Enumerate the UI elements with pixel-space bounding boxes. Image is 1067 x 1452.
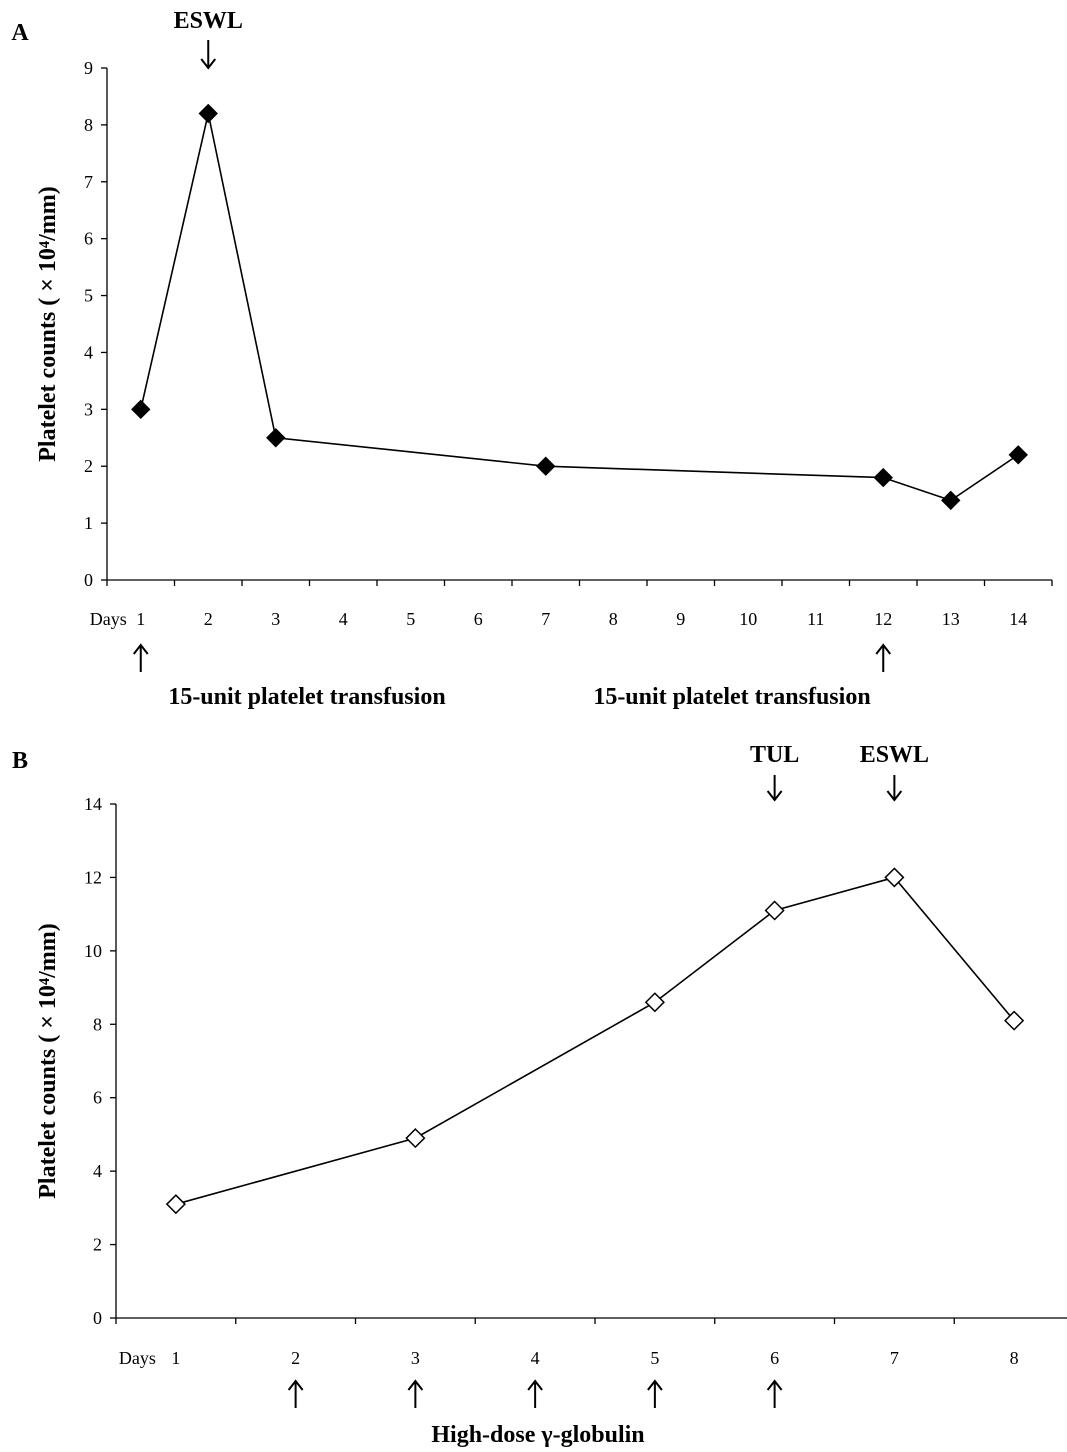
x-tick-label: 4 (531, 1348, 540, 1368)
y-tick-label: 6 (84, 229, 93, 249)
y-tick-label: 0 (84, 570, 93, 590)
data-point-day-2 (198, 103, 218, 124)
data-point-day-13 (941, 490, 961, 511)
data-point-day-1 (131, 399, 151, 420)
transfusion-arrow-up (875, 643, 892, 672)
y-axis-label: Platelet counts ( × 10⁴/mm) (35, 186, 61, 461)
data-point-day-3 (266, 428, 286, 448)
gamma-globulin-label: High-dose γ-globulin (431, 1422, 644, 1448)
y-axis-label: Platelet counts ( × 10⁴/mm) (35, 923, 61, 1198)
x-axis-label: Days (90, 609, 127, 629)
gamma-globulin-arrow-up (766, 1379, 783, 1408)
event-label-eswl: ESWL (860, 742, 929, 768)
event-label-tul: TUL (750, 742, 799, 768)
y-tick-label: 10 (84, 941, 102, 961)
x-tick-label: 3 (411, 1348, 420, 1368)
y-tick-label: 6 (93, 1088, 102, 1108)
x-tick-label: 2 (291, 1348, 300, 1368)
y-tick-label: 8 (84, 115, 93, 135)
y-tick-label: 1 (84, 513, 93, 533)
y-tick-label: 2 (93, 1235, 102, 1255)
x-tick-label: 9 (676, 609, 685, 629)
gamma-globulin-arrow-up (527, 1379, 543, 1408)
y-tick-label: 3 (84, 399, 93, 419)
series-line (175, 876, 1015, 1205)
data-point-day-3 (405, 1128, 426, 1149)
y-tick-label: 7 (84, 172, 93, 192)
x-tick-label: 5 (650, 1348, 659, 1368)
x-tick-label: 2 (204, 609, 213, 629)
data-point-day-7 (536, 456, 556, 476)
x-axis-label: Days (119, 1348, 156, 1368)
x-tick-label: 1 (136, 609, 145, 629)
x-tick-label: 3 (271, 609, 280, 629)
y-tick-label: 4 (93, 1161, 102, 1181)
x-tick-label: 7 (890, 1348, 899, 1368)
data-point-day-8 (1004, 1010, 1025, 1031)
x-tick-label: 11 (807, 609, 824, 629)
x-tick-label: 8 (1010, 1348, 1019, 1368)
event-arrow-down (200, 40, 217, 70)
y-tick-label: 8 (93, 1014, 102, 1034)
data-point-day-12 (873, 467, 893, 488)
x-tick-label: 4 (339, 609, 348, 629)
x-tick-label: 1 (171, 1348, 180, 1368)
transfusion-arrow-up (132, 643, 149, 672)
event-arrow-down (766, 775, 783, 802)
data-point-day-5 (644, 992, 665, 1013)
gamma-globulin-arrow-up (287, 1379, 304, 1408)
transfusion-label: 15-unit platelet transfusion (168, 684, 445, 710)
x-tick-label: 12 (874, 609, 892, 629)
y-tick-label: 5 (84, 286, 93, 306)
y-tick-label: 2 (84, 456, 93, 476)
data-point-day-14 (1008, 445, 1028, 465)
y-tick-label: 12 (84, 867, 102, 887)
transfusion-label: 15-unit platelet transfusion (593, 684, 870, 710)
event-label-eswl: ESWL (174, 8, 243, 34)
data-point-day-6 (764, 900, 785, 921)
x-tick-label: 6 (474, 609, 483, 629)
event-arrow-down (886, 775, 903, 802)
gamma-globulin-arrow-up (407, 1379, 424, 1408)
x-tick-label: 14 (1009, 609, 1027, 629)
x-tick-label: 10 (739, 609, 757, 629)
data-point-day-7 (884, 867, 905, 888)
y-tick-label: 0 (93, 1308, 102, 1328)
gamma-globulin-arrow-up (647, 1379, 663, 1408)
y-tick-label: 4 (84, 342, 93, 362)
panel-label: A (11, 20, 29, 46)
x-tick-label: 6 (770, 1348, 779, 1368)
x-tick-label: 13 (942, 609, 960, 629)
x-tick-label: 7 (541, 609, 550, 629)
y-tick-label: 9 (84, 58, 93, 78)
x-tick-label: 5 (406, 609, 415, 629)
data-point-day-1 (165, 1194, 186, 1215)
y-tick-label: 14 (84, 794, 102, 814)
panel-label: B (12, 748, 28, 774)
x-tick-label: 8 (609, 609, 618, 629)
